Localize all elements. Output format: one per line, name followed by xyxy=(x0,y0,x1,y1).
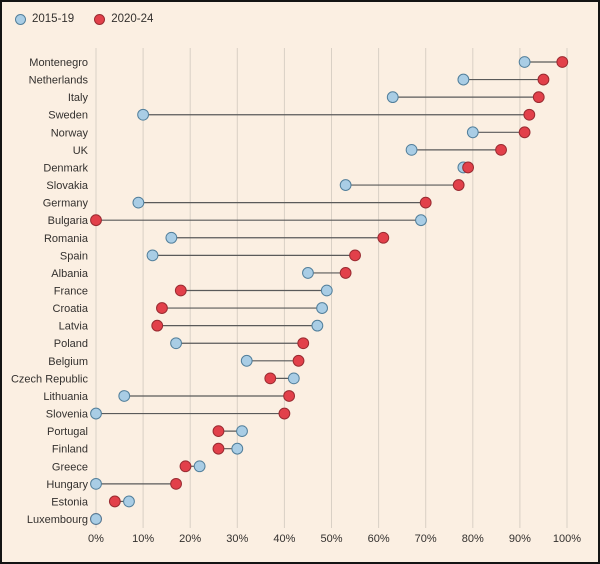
country-label: Greece xyxy=(52,461,88,473)
country-label: Lithuania xyxy=(43,391,89,403)
x-tick-label: 100% xyxy=(553,533,581,545)
x-tick-label: 80% xyxy=(462,533,484,545)
dot-2015-19 xyxy=(302,267,314,279)
dot-2020-24 xyxy=(532,91,545,104)
dot-2020-24 xyxy=(419,196,432,209)
country-label: France xyxy=(54,286,88,298)
legend-swatch-red-icon xyxy=(94,13,106,25)
country-label: Luxembourg xyxy=(27,514,88,526)
dot-2020-24 xyxy=(518,126,531,139)
country-label: Denmark xyxy=(43,162,88,174)
dot-2015-19 xyxy=(90,477,102,490)
dot-2015-19 xyxy=(146,249,159,262)
country-label: Poland xyxy=(54,338,88,350)
dot-2020-24 xyxy=(151,319,164,332)
dot-2020-24 xyxy=(523,108,536,121)
dot-2015-19 xyxy=(137,108,150,121)
country-label: Romania xyxy=(44,233,89,245)
x-tick-label: 60% xyxy=(368,533,390,545)
x-tick-label: 50% xyxy=(320,533,342,545)
country-label: Slovenia xyxy=(46,409,89,421)
legend-label-2015-19: 2015-19 xyxy=(32,13,75,25)
dot-2015-19 xyxy=(170,337,182,350)
country-label: Spain xyxy=(60,250,88,262)
x-tick-label: 30% xyxy=(226,533,248,545)
x-tick-label: 20% xyxy=(179,533,201,545)
country-label: Estonia xyxy=(51,496,89,508)
country-label: Croatia xyxy=(53,303,89,315)
dot-2020-24 xyxy=(537,73,550,86)
country-label: Portugal xyxy=(47,426,88,438)
country-label: Czech Republic xyxy=(11,373,89,385)
dot-2015-19 xyxy=(518,56,531,68)
dot-2020-24 xyxy=(292,354,305,367)
country-label: Bulgaria xyxy=(48,215,89,227)
dot-2015-19 xyxy=(165,231,178,244)
dot-2015-19 xyxy=(231,442,244,455)
legend-label-2020-24: 2020-24 xyxy=(111,13,154,25)
dot-2020-24 xyxy=(212,442,225,455)
legend-item-2020-24: 2020-24 xyxy=(94,13,153,25)
chart-legend: 2015-19 2020-24 xyxy=(15,13,153,25)
dot-2015-19 xyxy=(457,73,470,86)
dot-2015-19 xyxy=(240,354,253,367)
country-label: UK xyxy=(73,145,89,157)
country-label: Italy xyxy=(68,92,89,104)
dot-2015-19 xyxy=(132,196,145,209)
dot-2020-24 xyxy=(278,407,291,420)
country-label: Norway xyxy=(51,127,89,139)
x-tick-label: 0% xyxy=(88,533,104,545)
dot-2020-24 xyxy=(377,231,390,244)
x-tick-label: 40% xyxy=(273,533,295,545)
dot-2020-24 xyxy=(297,337,310,350)
dot-2015-19 xyxy=(316,302,328,314)
country-label: Belgium xyxy=(48,356,88,368)
dot-2015-19 xyxy=(193,460,206,473)
country-label: Netherlands xyxy=(29,75,89,87)
dot-2020-24 xyxy=(462,161,474,174)
x-tick-label: 10% xyxy=(132,533,154,545)
dot-2015-19 xyxy=(405,143,418,156)
dot-2015-19 xyxy=(320,284,333,297)
dot-2015-19 xyxy=(287,372,300,385)
dot-2020-24 xyxy=(179,460,192,473)
country-label: Albania xyxy=(51,268,89,280)
dot-2020-24 xyxy=(556,56,569,68)
legend-swatch-blue-icon xyxy=(15,13,26,25)
dot-2015-19 xyxy=(90,407,102,420)
dot-2020-24 xyxy=(108,495,121,508)
country-label: Montenegro xyxy=(29,57,88,69)
dot-2020-24 xyxy=(349,249,361,262)
country-label: Hungary xyxy=(46,479,88,491)
dot-2020-24 xyxy=(339,267,352,279)
country-label: Sweden xyxy=(48,110,88,122)
x-tick-label: 70% xyxy=(415,533,437,545)
country-label: Slovakia xyxy=(46,180,88,192)
dot-2015-19 xyxy=(236,425,248,438)
dot-2020-24 xyxy=(495,143,507,156)
dot-2020-24 xyxy=(212,425,225,438)
dot-2020-24 xyxy=(264,372,277,385)
country-label: Latvia xyxy=(59,321,89,333)
dot-2020-24 xyxy=(170,477,182,490)
dot-2015-19 xyxy=(123,495,135,508)
dot-2020-24 xyxy=(452,179,465,191)
dot-2015-19 xyxy=(415,214,427,227)
dot-2015-19 xyxy=(339,179,352,191)
dot-2015-19 xyxy=(118,390,131,402)
country-label: Finland xyxy=(52,444,88,456)
dot-2015-19 xyxy=(90,513,102,525)
country-label: Germany xyxy=(43,198,89,210)
dot-2015-19 xyxy=(311,319,324,332)
legend-item-2015-19: 2015-19 xyxy=(15,13,74,25)
x-tick-label: 90% xyxy=(509,533,531,545)
dot-2015-19 xyxy=(466,126,479,139)
dot-2020-24 xyxy=(156,302,168,314)
dot-2020-24 xyxy=(174,284,187,297)
dot-2020-24 xyxy=(283,390,296,402)
dot-2020-24 xyxy=(90,214,102,227)
dot-2015-19 xyxy=(386,91,399,104)
